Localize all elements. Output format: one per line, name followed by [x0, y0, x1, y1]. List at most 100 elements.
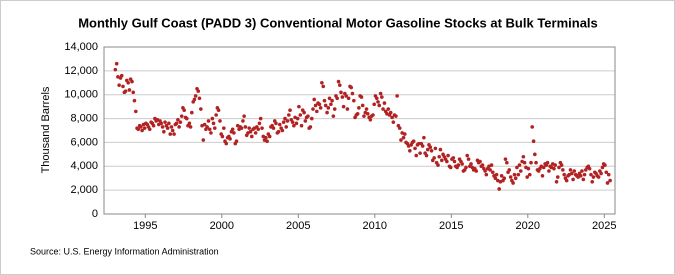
point [308, 125, 313, 129]
point [325, 110, 329, 115]
point [303, 119, 308, 123]
point [265, 139, 269, 144]
point [197, 96, 202, 101]
point [499, 174, 504, 178]
point [505, 160, 509, 165]
point [399, 138, 403, 142]
point [169, 125, 174, 129]
point [117, 83, 121, 87]
point [140, 128, 144, 133]
point [188, 125, 193, 129]
point [493, 176, 498, 181]
point [168, 132, 173, 136]
point [422, 135, 426, 140]
point [494, 172, 499, 177]
point [440, 158, 444, 163]
point [604, 170, 609, 175]
point [432, 156, 436, 160]
point [178, 120, 183, 124]
point [603, 163, 607, 167]
point [452, 159, 457, 164]
point [151, 123, 156, 128]
point [433, 146, 438, 151]
point [386, 107, 391, 111]
point [518, 169, 523, 173]
point [119, 73, 124, 78]
point [456, 163, 461, 167]
point [460, 162, 464, 166]
point [515, 165, 519, 170]
point [165, 126, 170, 130]
point [364, 107, 369, 111]
point [330, 98, 334, 103]
point [596, 175, 601, 179]
y-axis-label: Thousand Barrels [40, 86, 52, 173]
point [243, 125, 248, 129]
point [264, 135, 268, 140]
point [570, 171, 574, 176]
point [281, 120, 286, 124]
point [378, 91, 383, 96]
point [339, 90, 343, 95]
point [511, 181, 515, 185]
point [359, 95, 364, 99]
point [437, 154, 442, 159]
x-tick-label: 2025 [592, 220, 616, 232]
y-tick-label: 14,000 [64, 41, 98, 53]
point [345, 107, 350, 111]
point [193, 94, 198, 98]
point [214, 113, 218, 117]
point [318, 106, 323, 110]
point [414, 153, 419, 158]
point [241, 119, 245, 123]
point [177, 125, 181, 129]
point [326, 106, 331, 110]
point [390, 115, 394, 120]
point [258, 116, 263, 121]
point [578, 174, 583, 178]
point [377, 103, 382, 108]
point [561, 168, 565, 172]
point [121, 84, 125, 89]
point [162, 129, 166, 134]
point [408, 148, 412, 153]
point [483, 169, 487, 173]
point [196, 89, 201, 93]
point [292, 123, 296, 128]
point [182, 108, 186, 113]
point [365, 112, 370, 116]
point [205, 125, 209, 129]
y-tick-label: 6,000 [70, 136, 98, 148]
point [553, 163, 557, 167]
point [381, 107, 385, 111]
point [391, 120, 396, 124]
point [488, 168, 492, 172]
point [256, 127, 261, 132]
point [582, 172, 587, 177]
point [599, 171, 603, 176]
point [464, 165, 468, 170]
point [302, 110, 306, 115]
point [371, 113, 375, 117]
point [174, 121, 179, 126]
point [525, 175, 529, 179]
point [239, 126, 244, 130]
x-tick-label: 2005 [286, 220, 310, 232]
point [202, 122, 207, 127]
point [372, 102, 376, 107]
point [332, 107, 337, 111]
point [277, 122, 282, 127]
x-tick-label: 2020 [516, 220, 540, 232]
point [531, 139, 536, 144]
point [306, 114, 310, 118]
point [280, 128, 285, 133]
x-tick-label: 2000 [210, 220, 234, 232]
point [299, 123, 304, 128]
point [341, 104, 346, 109]
point [587, 166, 592, 171]
point [320, 80, 324, 85]
point [489, 163, 494, 167]
point [247, 126, 251, 130]
